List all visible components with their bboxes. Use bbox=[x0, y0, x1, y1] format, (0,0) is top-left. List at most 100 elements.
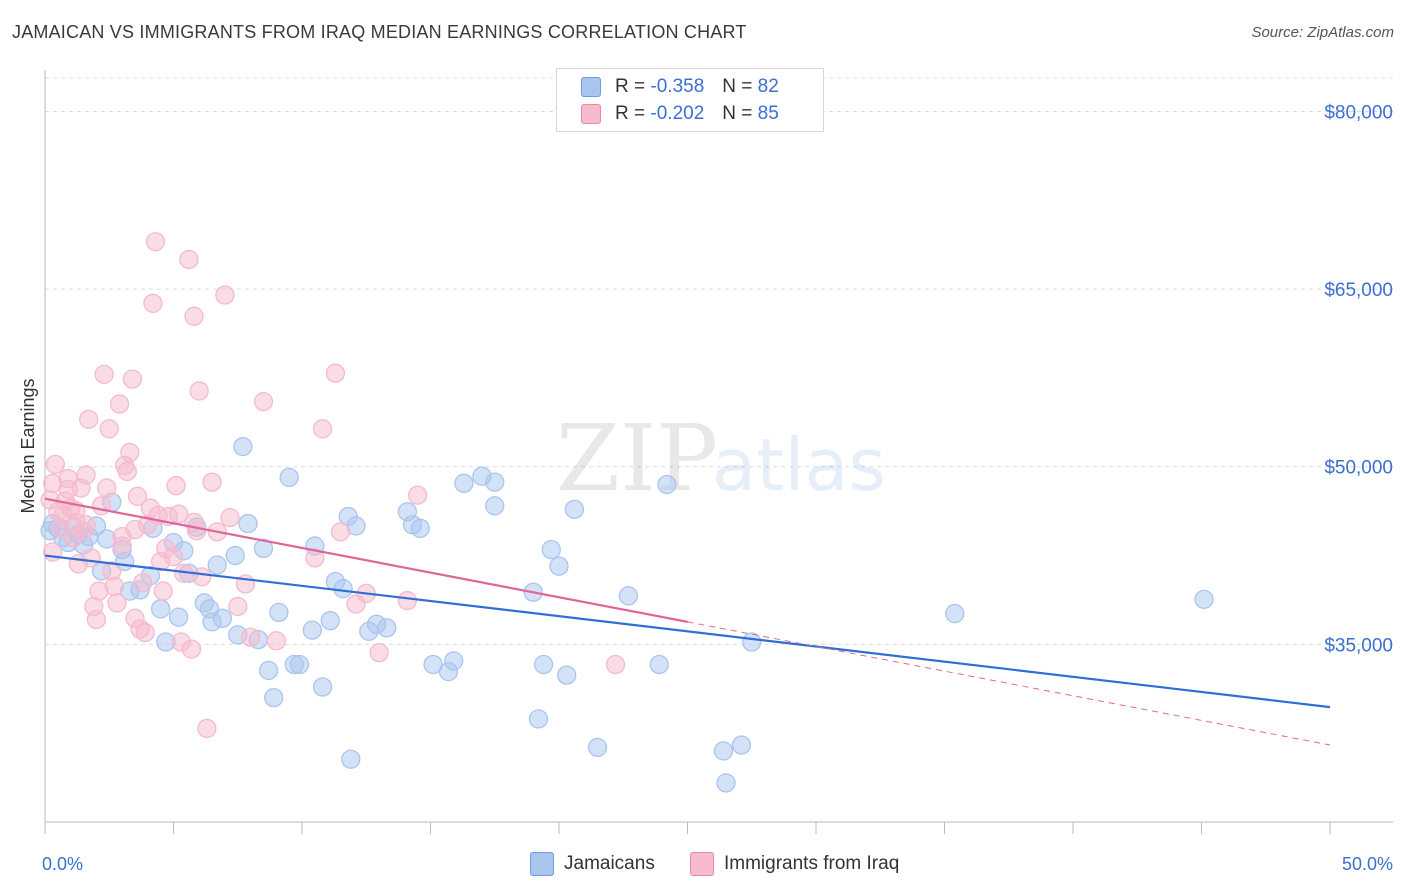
legend-label: Immigrants from Iraq bbox=[724, 853, 900, 874]
r-value: -0.358 bbox=[650, 76, 705, 97]
y-axis-label: Median Earnings bbox=[18, 378, 38, 513]
data-point bbox=[45, 454, 65, 475]
data-point bbox=[168, 607, 189, 627]
data-point bbox=[264, 688, 284, 708]
data-point bbox=[289, 654, 310, 675]
x-tick-label: 0.0% bbox=[42, 854, 83, 874]
data-point bbox=[212, 608, 232, 628]
data-point bbox=[557, 665, 577, 685]
data-point bbox=[587, 737, 608, 758]
data-point bbox=[258, 660, 279, 681]
data-point bbox=[163, 547, 184, 567]
iraq-legend-swatch bbox=[690, 852, 714, 876]
data-point bbox=[410, 518, 430, 538]
data-point bbox=[133, 573, 153, 593]
data-points bbox=[40, 232, 1214, 793]
data-point bbox=[1194, 589, 1214, 610]
jamaicans-trend-line bbox=[44, 554, 1331, 709]
data-point bbox=[454, 473, 474, 493]
legend-item-iraq[interactable]: Immigrants from Iraq bbox=[690, 852, 899, 876]
x-tick-label: 50.0% bbox=[1342, 854, 1393, 874]
iraq-trend-extension bbox=[687, 621, 1331, 746]
data-point bbox=[312, 677, 333, 697]
chart-title: JAMAICAN VS IMMIGRANTS FROM IRAQ MEDIAN … bbox=[12, 22, 747, 42]
data-point bbox=[302, 620, 322, 640]
data-point bbox=[269, 602, 289, 623]
data-point bbox=[197, 718, 217, 739]
jamaicans-swatch bbox=[581, 77, 601, 97]
n-label: N = bbox=[722, 103, 753, 124]
data-point bbox=[266, 631, 286, 651]
data-point bbox=[153, 581, 173, 601]
stats-legend-row-jamaicans: R = -0.358 N = 82 bbox=[581, 75, 779, 99]
data-point bbox=[443, 651, 464, 671]
data-point bbox=[143, 293, 163, 313]
data-point bbox=[166, 476, 186, 496]
data-point bbox=[377, 618, 397, 638]
data-point bbox=[81, 548, 101, 568]
n-label: N = bbox=[722, 76, 753, 97]
data-point bbox=[485, 472, 505, 492]
data-point bbox=[86, 609, 107, 630]
data-point bbox=[125, 608, 145, 628]
data-point bbox=[618, 586, 639, 606]
data-point bbox=[184, 306, 204, 326]
series-legend: Jamaicans Immigrants from Iraq bbox=[0, 852, 1406, 876]
data-point bbox=[76, 465, 96, 485]
n-value: 82 bbox=[757, 76, 779, 97]
data-point bbox=[305, 548, 325, 568]
data-point bbox=[330, 522, 351, 542]
data-point bbox=[533, 654, 554, 675]
r-label: R = bbox=[615, 103, 646, 124]
y-tick-label: $65,000 bbox=[1324, 280, 1393, 301]
data-point bbox=[279, 467, 299, 488]
data-point bbox=[107, 593, 127, 613]
data-point bbox=[312, 419, 333, 439]
data-point bbox=[233, 436, 253, 457]
data-point bbox=[238, 513, 258, 534]
data-point bbox=[541, 539, 561, 560]
y-tick-label: $50,000 bbox=[1324, 458, 1393, 479]
y-tick-label: $35,000 bbox=[1324, 635, 1393, 656]
axis-labels: $35,000 $50,000 $65,000 $80,000 0.0% 50.0% Med… bbox=[18, 102, 1393, 874]
data-point bbox=[94, 364, 114, 385]
iraq-swatch bbox=[581, 104, 601, 124]
r-value: -0.202 bbox=[650, 103, 705, 124]
jamaicans-legend-swatch bbox=[530, 852, 554, 876]
watermark-zip: ZIP bbox=[556, 405, 718, 512]
data-point bbox=[58, 479, 78, 499]
data-point bbox=[145, 232, 166, 252]
iraq-trend-line bbox=[44, 497, 688, 623]
source-label: Source: ZipAtlas.com bbox=[1251, 24, 1394, 41]
data-point bbox=[731, 735, 752, 755]
data-point bbox=[189, 381, 209, 401]
data-point bbox=[127, 486, 148, 506]
data-point bbox=[207, 555, 227, 575]
axes bbox=[44, 70, 1393, 834]
data-point bbox=[109, 394, 130, 414]
n-value: 85 bbox=[757, 103, 779, 124]
data-point bbox=[485, 496, 505, 516]
data-point bbox=[192, 567, 212, 587]
y-tick-label: $80,000 bbox=[1324, 102, 1393, 123]
data-point bbox=[122, 369, 143, 389]
iraq-points bbox=[40, 232, 626, 739]
data-point bbox=[716, 773, 736, 793]
data-point bbox=[369, 643, 389, 663]
data-point bbox=[112, 526, 132, 547]
data-point bbox=[564, 499, 585, 520]
data-point bbox=[649, 654, 669, 675]
data-point bbox=[120, 442, 140, 463]
data-point bbox=[215, 285, 235, 305]
legend-label: Jamaicans bbox=[564, 853, 655, 874]
data-point bbox=[320, 611, 340, 631]
legend-item-jamaicans[interactable]: Jamaicans bbox=[530, 852, 655, 876]
data-point bbox=[168, 504, 189, 524]
data-point bbox=[135, 622, 155, 643]
data-point bbox=[240, 627, 261, 647]
grid-lines bbox=[45, 77, 1393, 645]
data-point bbox=[79, 409, 99, 430]
data-point bbox=[341, 749, 361, 769]
data-point bbox=[228, 596, 248, 617]
